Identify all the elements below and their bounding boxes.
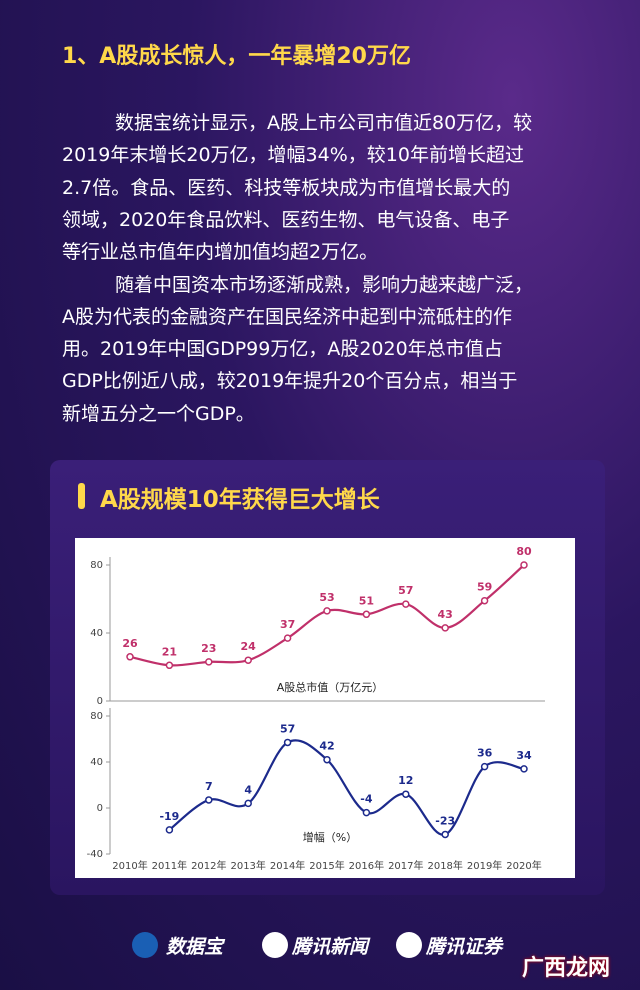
text-line: 随着中国资本市场逐渐成熟，影响力越来越广泛， <box>115 273 534 296</box>
data-label: 57 <box>280 722 295 735</box>
title-bar <box>78 483 85 509</box>
text-line: 用。2019年中国GDP99万亿，A股2020年总市值占 <box>62 338 503 361</box>
data-point <box>244 656 252 664</box>
data-point <box>520 765 528 773</box>
data-label: 59 <box>477 581 492 594</box>
data-label: -19 <box>159 810 179 823</box>
data-label: 80 <box>516 545 532 558</box>
x-tick-label: 2019年 <box>467 859 502 872</box>
text-line: 2019年末增长20万亿，增幅34%，较10年前增长超过 <box>62 144 524 167</box>
data-point <box>244 799 252 808</box>
data-point <box>480 762 489 771</box>
x-tick-label: 2020年 <box>506 859 541 872</box>
data-point <box>520 561 528 569</box>
data-label: 51 <box>359 594 374 607</box>
data-label: 53 <box>319 591 334 604</box>
text-line: 新增五分之一个GDP。 <box>62 402 255 425</box>
data-point <box>362 808 371 817</box>
y-tick-label: 40 <box>90 628 103 639</box>
y-tick-label: 40 <box>90 757 103 768</box>
data-point <box>323 755 331 764</box>
data-label: 43 <box>438 608 453 621</box>
data-point <box>441 624 449 632</box>
text-line: 等行业总市值年内增加值均超2万亿。 <box>62 241 379 264</box>
data-point <box>480 596 489 605</box>
data-label: 37 <box>280 618 295 631</box>
logo: 腾讯证券 <box>426 936 503 958</box>
panel-title: A股规模10年获得巨大增长 <box>100 487 380 513</box>
y-tick-label: 0 <box>97 803 103 814</box>
data-point <box>402 600 410 608</box>
text-line: 领域，2020年食品饮料、医药生物、电气设备、电子 <box>62 208 510 231</box>
axis-label: A股总市值（万亿元） <box>277 680 384 694</box>
x-tick-label: 2011年 <box>152 859 187 872</box>
data-label: 34 <box>516 749 532 762</box>
data-label: 23 <box>201 642 216 655</box>
y-tick-label: 0 <box>97 696 103 707</box>
x-tick-label: 2017年 <box>388 859 423 872</box>
x-tick-label: 2012年 <box>191 859 226 872</box>
data-point <box>283 634 292 642</box>
data-line <box>168 739 525 836</box>
logo: 数据宝 <box>166 936 224 958</box>
data-label: 4 <box>244 783 252 796</box>
y-tick-label: -40 <box>87 849 103 860</box>
logo: 腾讯新闻 <box>292 936 369 958</box>
data-point <box>165 661 174 670</box>
watermark: 广西龙网 <box>521 956 610 981</box>
data-point <box>441 830 449 839</box>
text-line: 2.7倍。食品、医药、科技等板块成为市值增长最大的 <box>62 176 511 199</box>
text-line: 数据宝统计显示，A股上市公司市值近80万亿，较 <box>115 112 533 134</box>
x-tick-label: 2014年 <box>270 859 305 872</box>
text-line: GDP比例近八成，较2019年提升20个百分点，相当于 <box>62 370 518 393</box>
data-label: 36 <box>477 747 493 760</box>
x-tick-label: 2015年 <box>309 859 344 872</box>
x-tick-label: 2018年 <box>427 859 462 872</box>
data-label: 7 <box>205 780 213 793</box>
data-label: 24 <box>241 640 257 653</box>
data-label: 42 <box>319 740 334 753</box>
data-point <box>323 607 331 615</box>
logo-icon <box>262 932 288 958</box>
data-point <box>205 796 213 804</box>
section-title: 1、A股成长惊人，一年暴增20万亿 <box>62 44 411 69</box>
x-tick-label: 2013年 <box>230 859 265 872</box>
axis-label: 增幅（%） <box>303 830 357 844</box>
y-tick-label: 80 <box>90 711 103 722</box>
x-tick-label: 2016年 <box>349 859 384 872</box>
data-point <box>402 790 410 798</box>
data-point <box>205 658 213 666</box>
x-tick-label: 2010年 <box>112 859 147 872</box>
logo-icon <box>396 932 422 958</box>
data-label: -4 <box>360 793 373 806</box>
data-point <box>362 610 371 619</box>
data-point <box>283 738 292 747</box>
data-line <box>129 564 525 667</box>
data-point <box>126 653 134 661</box>
data-label: 12 <box>398 774 413 787</box>
y-tick-label: 80 <box>90 560 103 571</box>
text-line: A股为代表的金融资产在国民经济中起到中流砥柱的作 <box>62 305 512 328</box>
data-point <box>165 826 174 834</box>
data-label: 57 <box>398 584 413 597</box>
data-label: -23 <box>435 814 455 827</box>
data-label: 21 <box>162 645 177 658</box>
logo-icon <box>132 932 158 958</box>
data-label: 26 <box>122 637 138 650</box>
